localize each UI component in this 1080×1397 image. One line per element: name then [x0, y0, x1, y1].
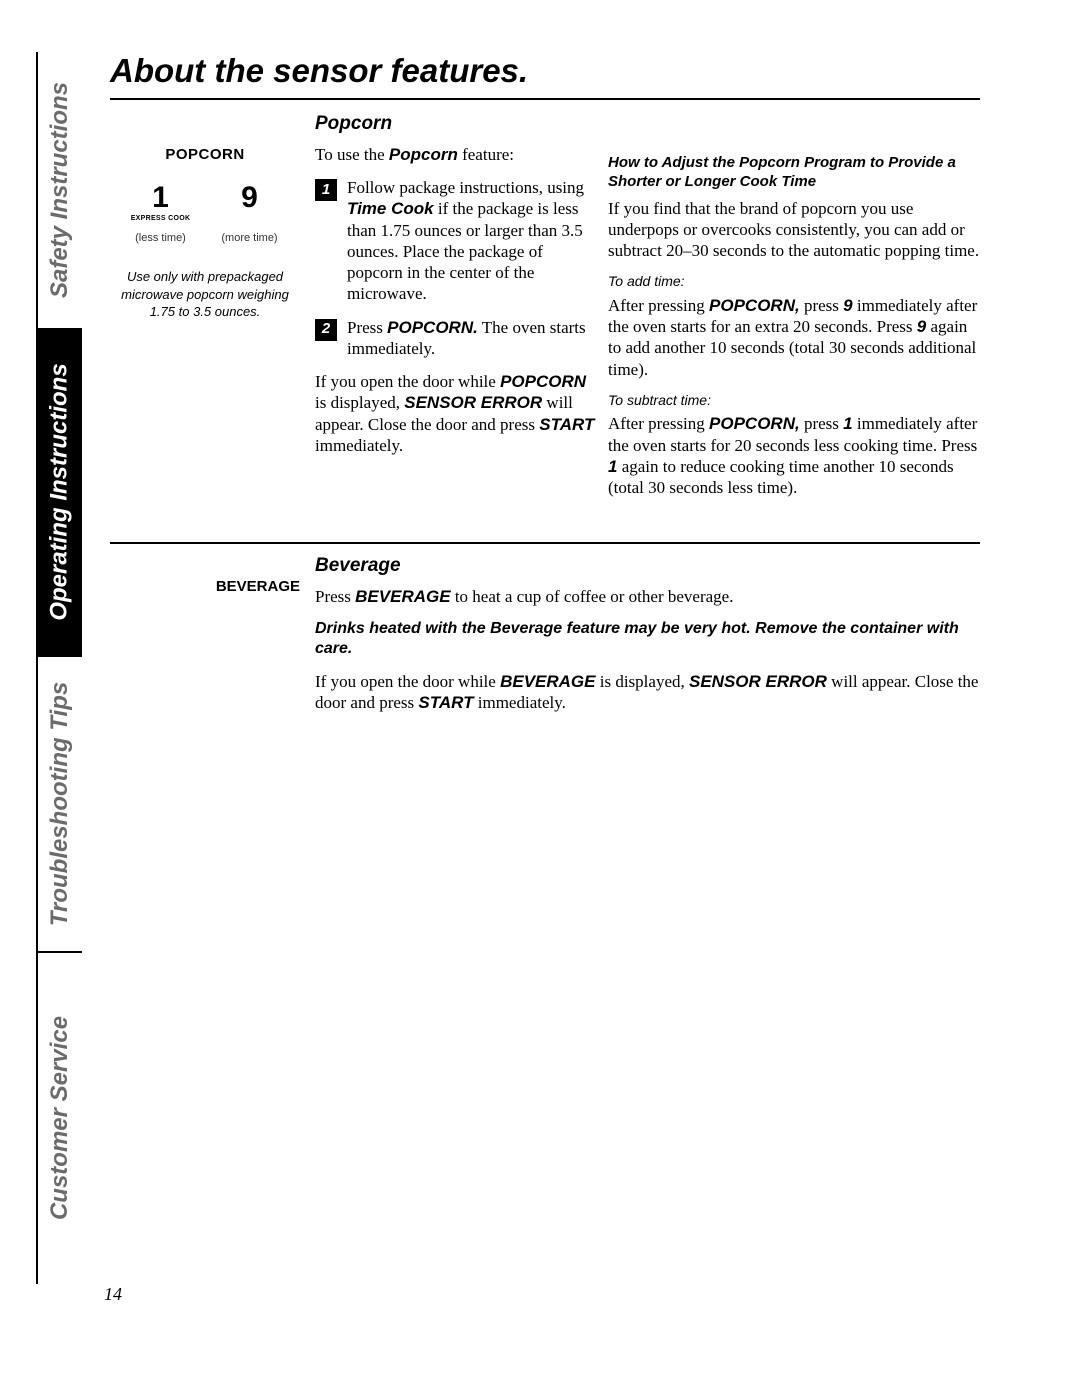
digit-1: 1 [152, 183, 169, 213]
beverage-door-open: If you open the door while BEVERAGE is d… [315, 671, 980, 714]
text-bold: SENSOR ERROR [404, 393, 542, 412]
digit-9: 9 [241, 183, 258, 213]
section-divider [110, 542, 980, 544]
step-1: 1 Follow package instructions, using Tim… [315, 177, 600, 305]
beverage-line1: Press BEVERAGE to heat a cup of coffee o… [315, 586, 980, 607]
popcorn-door-open: If you open the door while POPCORN is di… [315, 371, 600, 456]
text: is displayed, [596, 672, 690, 691]
step-text: Follow package instructions, using Time … [347, 177, 600, 305]
express-cook-label: EXPRESS COOK [131, 215, 191, 222]
title-rule [110, 98, 980, 100]
number-pad-row: 1 EXPRESS COOK 9 [110, 183, 300, 222]
text-bold: POPCORN, [709, 296, 800, 315]
step-2: 2 Press POPCORN. The oven starts immedia… [315, 317, 600, 360]
text: again to reduce cooking time another 10 … [608, 457, 954, 497]
tab-troubleshooting-tips: Troubleshooting Tips [38, 656, 82, 952]
text: feature: [458, 145, 514, 164]
popcorn-button-label: POPCORN [110, 146, 300, 163]
text: immediately. [315, 436, 403, 455]
text: If you open the door while [315, 372, 500, 391]
adjust-body: If you find that the brand of popcorn yo… [608, 198, 980, 262]
num-1-col: 1 EXPRESS COOK [116, 183, 205, 222]
beverage-left: BEVERAGE [110, 578, 300, 595]
tab-customer-service: Customer Service [38, 952, 82, 1284]
text: After pressing [608, 296, 709, 315]
tab-label: Safety Instructions [46, 82, 74, 298]
text: After pressing [608, 414, 709, 433]
add-time-label: To add time: [608, 273, 980, 291]
popcorn-heading: Popcorn [315, 112, 600, 136]
tab-operating-instructions: Operating Instructions [38, 328, 82, 656]
text: Press [315, 587, 355, 606]
text-bold: POPCORN, [709, 414, 800, 433]
text: To use the [315, 145, 389, 164]
adjust-heading: How to Adjust the Popcorn Program to Pro… [608, 154, 980, 192]
page-number: 14 [104, 1284, 122, 1305]
text-bold: Time Cook [347, 199, 434, 218]
beverage-instructions: Beverage Press BEVERAGE to heat a cup of… [315, 554, 980, 726]
add-time-body: After pressing POPCORN, press 9 immediat… [608, 295, 980, 380]
tab-label: Customer Service [46, 1016, 74, 1220]
popcorn-intro: To use the Popcorn feature: [315, 144, 600, 165]
popcorn-illustration: POPCORN 1 EXPRESS COOK 9 (less time) (mo… [110, 140, 300, 321]
less-time-caption: (less time) [116, 232, 205, 244]
more-time-caption: (more time) [205, 232, 294, 244]
side-tabs: Safety Instructions Operating Instructio… [36, 52, 80, 1284]
text-bold: POPCORN [500, 372, 586, 391]
text-bold: 9 [917, 317, 926, 336]
num-9-col: 9 [205, 183, 294, 222]
subtract-time-body: After pressing POPCORN, press 1 immediat… [608, 413, 980, 498]
text-bold: START [539, 415, 594, 434]
page-title: About the sensor features. [110, 52, 528, 90]
text-bold: 1 [843, 414, 852, 433]
step-text: Press POPCORN. The oven starts immediate… [347, 317, 600, 360]
time-captions: (less time) (more time) [110, 222, 300, 244]
text: Press [347, 318, 387, 337]
text: If you open the door while [315, 672, 500, 691]
tab-label: Troubleshooting Tips [46, 682, 74, 926]
text: to heat a cup of coffee or other beverag… [451, 587, 734, 606]
subtract-time-label: To subtract time: [608, 392, 980, 410]
step-number-icon: 1 [315, 179, 337, 201]
tab-label: Operating Instructions [46, 363, 74, 620]
text: is displayed, [315, 393, 404, 412]
spacer [248, 215, 250, 222]
beverage-heading: Beverage [315, 554, 980, 578]
tab-safety-instructions: Safety Instructions [38, 52, 82, 328]
beverage-warning: Drinks heated with the Beverage feature … [315, 619, 980, 659]
text: immediately. [474, 693, 566, 712]
step-number-icon: 2 [315, 319, 337, 341]
text-bold: Popcorn [389, 145, 458, 164]
text-bold: START [418, 693, 473, 712]
text-bold: BEVERAGE [500, 672, 595, 691]
text-bold: SENSOR ERROR [689, 672, 827, 691]
popcorn-adjust: How to Adjust the Popcorn Program to Pro… [608, 154, 980, 510]
text: press [800, 414, 843, 433]
manual-page: Safety Instructions Operating Instructio… [0, 0, 1080, 1397]
text-bold: POPCORN. [387, 318, 478, 337]
text: press [800, 296, 843, 315]
text-bold: 9 [843, 296, 852, 315]
text: Follow package instructions, using [347, 178, 584, 197]
popcorn-instructions: Popcorn To use the Popcorn feature: 1 Fo… [315, 112, 600, 468]
popcorn-usage-note: Use only with prepackaged microwave popc… [110, 268, 300, 321]
text-bold: BEVERAGE [355, 587, 450, 606]
beverage-button-label: BEVERAGE [110, 578, 300, 595]
